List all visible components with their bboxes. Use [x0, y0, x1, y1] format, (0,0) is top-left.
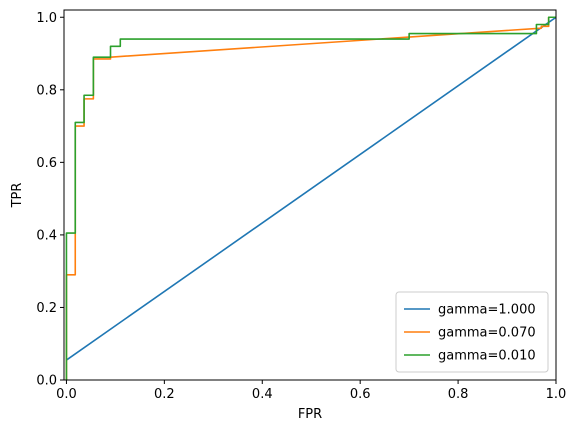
y-tick-label: 0.6 [36, 156, 57, 171]
y-tick-label: 0.0 [36, 374, 57, 389]
legend-box [395, 291, 549, 373]
x-tick-label: 0.4 [252, 387, 273, 402]
legend: gamma=1.000 gamma=0.070 gamma=0.010 [395, 291, 549, 373]
series-layer [65, 16, 556, 380]
y-tick-label: 0.8 [36, 83, 57, 98]
y-axis: 0.0 0.2 0.4 0.6 0.8 1.0 [36, 11, 64, 389]
legend-label: gamma=1.000 [438, 303, 536, 318]
plot-frame [63, 9, 557, 381]
legend-label: gamma=0.070 [438, 326, 536, 341]
x-tick-label: 0.6 [350, 387, 371, 402]
y-axis-label: TPR [10, 183, 25, 209]
y-tick-label: 0.2 [36, 301, 57, 316]
x-axis-label: FPR [298, 407, 322, 422]
y-tick-label: 1.0 [36, 11, 57, 26]
x-tick-label: 0.2 [154, 387, 175, 402]
x-axis: 0.0 0.2 0.4 0.6 0.8 1.0 [56, 380, 566, 402]
legend-label: gamma=0.010 [438, 349, 536, 364]
x-tick-label: 0.8 [448, 387, 469, 402]
x-tick-label: 0.0 [56, 387, 77, 402]
series-line-1 [65, 16, 556, 361]
x-tick-label: 1.0 [546, 387, 567, 402]
y-tick-label: 0.4 [36, 228, 57, 243]
series-line-3 [65, 16, 556, 380]
